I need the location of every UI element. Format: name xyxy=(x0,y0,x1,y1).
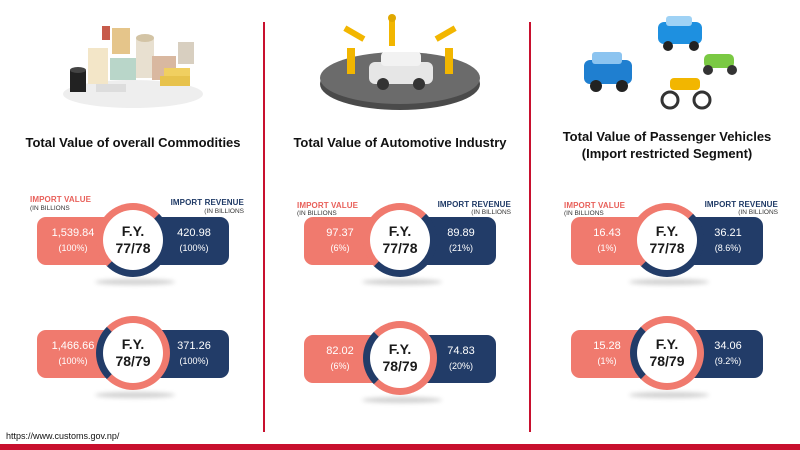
unit-label: (IN BILLIONS xyxy=(297,210,337,217)
fiscal-year-badge: F.Y. 77/78 xyxy=(363,203,437,277)
import-revenue-label: IMPORT REVENUE xyxy=(170,198,244,207)
commodities-illustration xyxy=(63,26,203,108)
import-revenue-label: IMPORT REVENUE xyxy=(437,200,511,209)
import-share: (100%) xyxy=(58,243,88,253)
vehicles-illustration xyxy=(584,16,737,110)
fy-row: 82.02 (6%) 74.83 (20%) F.Y. 78/79 xyxy=(267,313,533,403)
unit-label: (IN BILLIONS xyxy=(738,209,778,216)
import-value: 15.28 xyxy=(593,340,621,352)
fy-value: 77/78 xyxy=(649,240,685,256)
import-value: 82.02 xyxy=(326,345,354,357)
import-value-label: IMPORT VALUE xyxy=(297,201,359,210)
unit-label: (IN BILLIONS xyxy=(564,210,604,217)
revenue-value: 89.89 xyxy=(447,227,475,239)
column-overall-commodities: Total Value of overall Commodities IMPOR… xyxy=(0,0,266,440)
fy-prefix: F.Y. xyxy=(388,341,412,357)
fy-prefix: F.Y. xyxy=(655,336,679,352)
fiscal-year-badge: F.Y. 77/78 xyxy=(96,203,170,277)
ring-shadow xyxy=(629,279,709,285)
revenue-share: (8.6%) xyxy=(714,243,742,253)
fy-row: IMPORT VALUE (IN BILLIONS IMPORT REVENUE… xyxy=(267,195,533,285)
import-value: 16.43 xyxy=(593,227,621,239)
import-share: (6%) xyxy=(330,243,350,253)
import-revenue-label: IMPORT REVENUE xyxy=(704,200,778,209)
fy-row: IMPORT VALUE (IN BILLIONS IMPORT REVENUE… xyxy=(0,195,266,285)
car-factory-illustration xyxy=(320,14,480,110)
revenue-share: (100%) xyxy=(179,356,209,366)
section-title: Total Value of Automotive Industry xyxy=(293,135,507,150)
unit-label: (IN BILLIONS xyxy=(30,205,70,212)
footer-bar xyxy=(0,444,800,450)
ring-shadow xyxy=(95,392,175,398)
fiscal-year-badge: F.Y. 78/79 xyxy=(630,316,704,390)
column-automotive-industry: Total Value of Automotive Industry IMPOR… xyxy=(267,0,533,440)
unit-label: (IN BILLIONS xyxy=(204,208,244,215)
import-share: (1%) xyxy=(597,356,617,366)
fiscal-year-badge: F.Y. 77/78 xyxy=(630,203,704,277)
revenue-value: 371.26 xyxy=(177,340,211,352)
fiscal-year-badge: F.Y. 78/79 xyxy=(363,321,437,395)
fy-row: 1,466.66 (100%) 371.26 (100%) F.Y. 78/79 xyxy=(0,308,266,398)
fy-value: 77/78 xyxy=(382,240,418,256)
fiscal-year-badge: F.Y. 78/79 xyxy=(96,316,170,390)
fy-value: 78/79 xyxy=(382,358,418,374)
fy-value: 77/78 xyxy=(115,240,151,256)
revenue-value: 36.21 xyxy=(714,227,742,239)
import-value: 1,466.66 xyxy=(51,340,95,352)
section-title: Total Value of Passenger Vehicles (Impor… xyxy=(562,129,772,161)
revenue-value: 420.98 xyxy=(177,227,211,239)
import-value-label: IMPORT VALUE xyxy=(30,195,92,204)
source-link[interactable]: https://www.customs.gov.np/ xyxy=(6,431,120,441)
fy-prefix: F.Y. xyxy=(388,223,412,239)
column-passenger-vehicles: Total Value of Passenger Vehicles (Impor… xyxy=(534,0,800,440)
revenue-share: (100%) xyxy=(179,243,209,253)
import-value-label: IMPORT VALUE xyxy=(564,201,626,210)
import-share: (100%) xyxy=(58,356,88,366)
ring-shadow xyxy=(95,279,175,285)
ring-shadow xyxy=(362,397,442,403)
column-divider xyxy=(263,22,265,432)
fy-value: 78/79 xyxy=(115,353,151,369)
revenue-value: 74.83 xyxy=(447,345,475,357)
revenue-share: (9.2%) xyxy=(714,356,742,366)
import-value: 97.37 xyxy=(326,227,354,239)
fy-prefix: F.Y. xyxy=(655,223,679,239)
column-divider xyxy=(529,22,531,432)
ring-shadow xyxy=(629,392,709,398)
revenue-value: 34.06 xyxy=(714,340,742,352)
fy-row: 15.28 (1%) 34.06 (9.2%) F.Y. 78/79 xyxy=(534,308,800,398)
revenue-share: (21%) xyxy=(448,243,473,253)
import-share: (6%) xyxy=(330,361,350,371)
section-title: Total Value of overall Commodities xyxy=(25,135,241,150)
import-share: (1%) xyxy=(597,243,617,253)
import-value: 1,539.84 xyxy=(51,227,95,239)
fy-row: IMPORT VALUE (IN BILLIONS IMPORT REVENUE… xyxy=(534,195,800,285)
fy-value: 78/79 xyxy=(649,353,685,369)
fy-prefix: F.Y. xyxy=(121,336,145,352)
revenue-share: (20%) xyxy=(448,361,473,371)
ring-shadow xyxy=(362,279,442,285)
fy-prefix: F.Y. xyxy=(121,223,145,239)
unit-label: (IN BILLIONS xyxy=(471,209,511,216)
